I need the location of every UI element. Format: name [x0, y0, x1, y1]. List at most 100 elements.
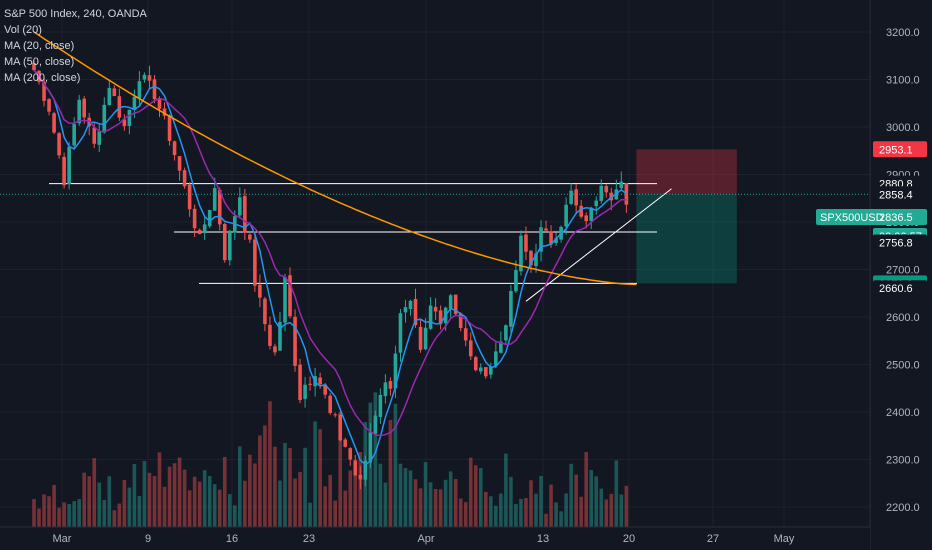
- candle-body: [227, 230, 232, 261]
- candle-body: [273, 346, 277, 353]
- candle-body: [338, 414, 343, 441]
- candle: [604, 184, 609, 198]
- candle-body: [539, 227, 543, 252]
- volume-bar: [484, 491, 488, 527]
- price-tick-label: 2500.0: [886, 360, 920, 372]
- volume-bar: [383, 482, 388, 527]
- candle-body: [514, 270, 518, 292]
- volume-bar: [624, 485, 629, 527]
- candle-body: [478, 367, 483, 372]
- volume-bar: [147, 472, 152, 527]
- volume-bar: [47, 496, 51, 527]
- candle-body: [544, 228, 548, 231]
- candle-body: [453, 294, 458, 314]
- candle-body: [423, 327, 428, 350]
- candle: [107, 80, 112, 106]
- candle: [624, 182, 629, 213]
- volume-bar: [428, 482, 433, 527]
- volume-bar: [92, 458, 97, 527]
- volume-bar: [298, 471, 302, 527]
- candle-body: [534, 253, 538, 267]
- candle: [147, 65, 152, 88]
- candle-body: [72, 124, 76, 146]
- legend-ma50[interactable]: MA (50, close): [4, 56, 75, 68]
- candle: [534, 243, 538, 273]
- legend-title[interactable]: S&P 500 Index, 240, OANDA: [4, 8, 147, 20]
- legend-ma20[interactable]: MA (20, close): [4, 40, 75, 52]
- candle-body: [463, 328, 468, 341]
- candle: [333, 412, 337, 418]
- candle-body: [57, 133, 61, 156]
- candle: [514, 260, 518, 294]
- volume-bar: [42, 494, 46, 527]
- candle: [303, 376, 307, 408]
- candle: [293, 309, 297, 372]
- ma200-line: [33, 31, 637, 286]
- candle-body: [167, 115, 172, 141]
- candle-body: [137, 81, 142, 99]
- time-tick-label: 27: [707, 533, 719, 545]
- candle: [288, 267, 292, 319]
- candle-body: [413, 299, 418, 326]
- time-tick-label: 23: [303, 533, 315, 545]
- candle: [212, 177, 217, 211]
- volume-bar: [162, 486, 167, 527]
- candle-body: [574, 189, 578, 206]
- trend-line: [525, 188, 672, 302]
- candle-body: [52, 113, 56, 133]
- volume-bar: [514, 504, 518, 527]
- candle-body: [489, 366, 493, 375]
- time-axis: Mar 9 16 23 Apr 13 20 27 May: [53, 533, 795, 545]
- candle-body: [378, 395, 383, 418]
- candle: [539, 220, 543, 262]
- price-tag: 2756.8: [873, 234, 927, 251]
- candle: [268, 316, 272, 350]
- price-tick-label: 2400.0: [886, 407, 920, 419]
- price-tick-label: 2300.0: [886, 455, 920, 467]
- candle: [52, 111, 56, 135]
- time-tick-label: Apr: [417, 533, 434, 545]
- candle-body: [278, 321, 282, 351]
- candle-body: [192, 208, 197, 229]
- candle-body: [283, 277, 287, 323]
- candle-body: [619, 181, 624, 189]
- candle-body: [494, 351, 498, 366]
- price-tag-text: 2660.6: [879, 283, 913, 295]
- candle-body: [343, 439, 348, 447]
- candle-body: [268, 324, 272, 346]
- candle-body: [428, 305, 433, 329]
- volume-bar: [529, 480, 533, 527]
- volume-bar: [37, 508, 41, 527]
- volume-bar: [343, 490, 348, 527]
- time-tick-label: Mar: [53, 533, 72, 545]
- volume-bar: [137, 496, 142, 527]
- candle: [589, 206, 594, 230]
- volume-bar: [278, 480, 282, 527]
- volume-bar: [308, 502, 312, 527]
- volume-bar: [564, 493, 568, 527]
- candle-body: [217, 189, 222, 225]
- price-tag-text: 2756.8: [879, 238, 913, 250]
- legend-ma200[interactable]: MA (200, close): [4, 72, 81, 84]
- volume-bar: [187, 490, 192, 527]
- candle: [167, 114, 172, 146]
- candle-body: [202, 224, 207, 234]
- ma20-line: [33, 69, 627, 466]
- candle-body: [132, 96, 137, 111]
- candle: [408, 299, 413, 316]
- volume-bar: [248, 454, 252, 527]
- volume-bar: [549, 484, 553, 527]
- candle-body: [438, 310, 443, 324]
- candle: [569, 183, 573, 206]
- candle-body: [308, 383, 312, 385]
- candle: [202, 215, 207, 240]
- candle: [97, 123, 102, 153]
- volume-bar: [157, 452, 162, 527]
- legend-vol[interactable]: Vol (20): [4, 24, 42, 36]
- volume-bar: [177, 457, 182, 527]
- volume-bar: [554, 502, 558, 527]
- candle-body: [569, 190, 573, 204]
- candle-body: [363, 460, 368, 480]
- volume-bar: [544, 513, 548, 527]
